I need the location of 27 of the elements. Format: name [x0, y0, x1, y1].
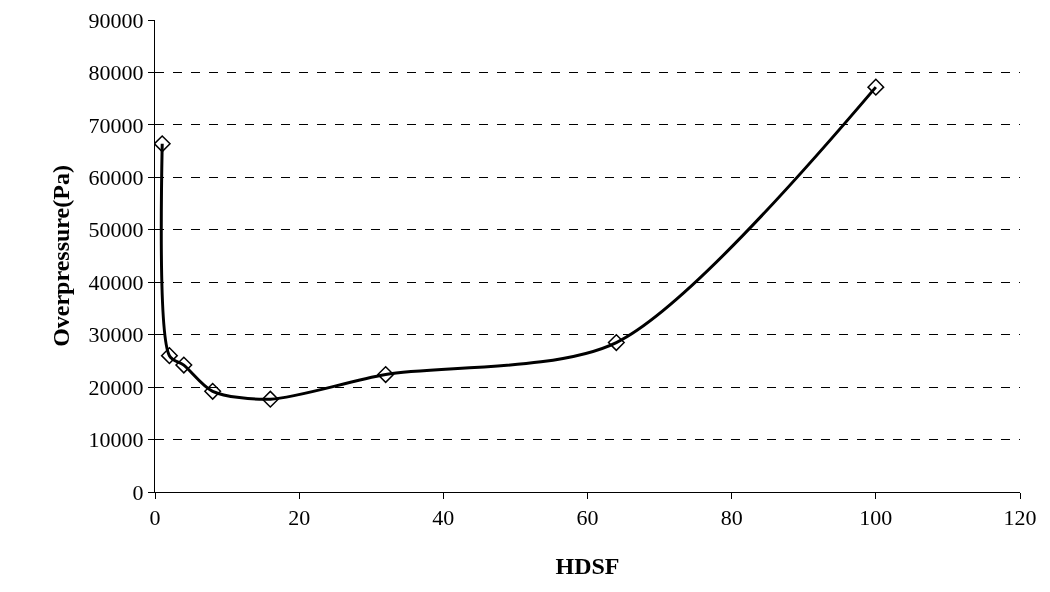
point — [204, 382, 222, 400]
y-axis-title: Overpressure(Pa) — [47, 165, 74, 347]
y-tick-label: 50000 — [88, 217, 144, 243]
y-tick-label: 70000 — [88, 112, 144, 138]
x-axis-title: HDSF — [555, 553, 620, 579]
point — [155, 135, 171, 153]
x-tick-label: 0 — [149, 505, 161, 531]
x-tick-label: 80 — [720, 505, 743, 531]
y-tick-label: 10000 — [88, 427, 144, 453]
x-tick-label: 120 — [1003, 505, 1037, 531]
y-tick-label: 60000 — [88, 165, 144, 191]
y-tick-label: 80000 — [88, 60, 144, 86]
y-tick-label: 40000 — [88, 269, 144, 295]
point — [867, 78, 885, 96]
point — [261, 390, 279, 408]
y-tick-label: 20000 — [88, 374, 144, 400]
point — [377, 365, 395, 384]
point — [175, 356, 193, 374]
x-tick-label: 40 — [432, 505, 455, 531]
y-tick-label: 0 — [132, 479, 144, 505]
point — [607, 333, 625, 352]
x-tick-label: 100 — [859, 505, 893, 531]
y-tick-label: 90000 — [88, 7, 144, 33]
x-tick-label: 60 — [576, 505, 599, 531]
x-tick-label: 20 — [288, 505, 311, 531]
y-tick-label: 30000 — [88, 322, 144, 348]
point — [160, 347, 178, 365]
